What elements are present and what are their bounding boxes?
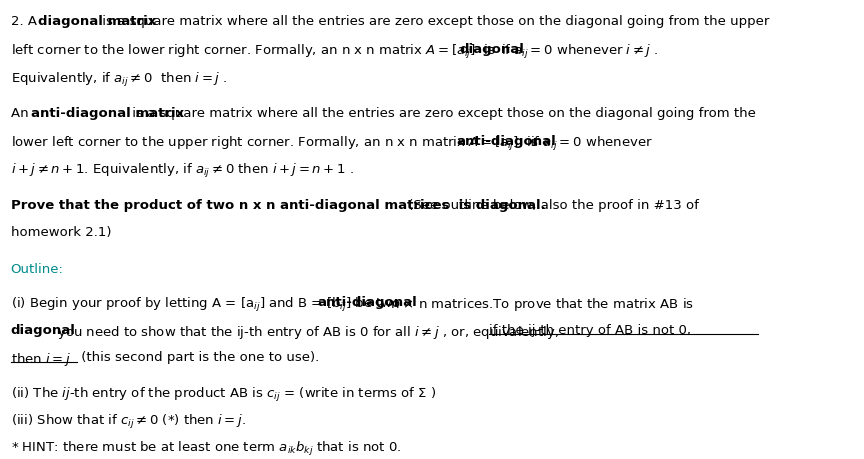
Text: anti-diagonal: anti-diagonal bbox=[317, 296, 416, 309]
Text: if the ij-th entry of AB is not 0,: if the ij-th entry of AB is not 0, bbox=[488, 324, 690, 337]
Text: if $a_{ij} = 0$ whenever $i \neq j$ .: if $a_{ij} = 0$ whenever $i \neq j$ . bbox=[497, 43, 658, 61]
Text: (See outline below, also the proof in #13 of: (See outline below, also the proof in #1… bbox=[404, 199, 699, 212]
Text: n $\times$ n matrices.To prove that the matrix AB is: n $\times$ n matrices.To prove that the … bbox=[386, 296, 694, 313]
Text: homework 2.1): homework 2.1) bbox=[10, 226, 111, 240]
Text: (this second part is the one to use).: (this second part is the one to use). bbox=[78, 352, 320, 364]
Text: Prove that the product of two n x n anti-diagonal matrices  is diagonal.: Prove that the product of two n x n anti… bbox=[10, 199, 545, 212]
Text: Outline:: Outline: bbox=[10, 263, 64, 276]
Text: then $i = j$.: then $i = j$. bbox=[10, 352, 73, 369]
Text: (ii) The $ij$-th entry of the product AB is $c_{ij}$ = (write in terms of $\Sigm: (ii) The $ij$-th entry of the product AB… bbox=[10, 386, 436, 404]
Text: you need to show that the ij-th entry of AB is 0 for all $i \neq j$ , or, equiva: you need to show that the ij-th entry of… bbox=[53, 324, 560, 341]
Text: An: An bbox=[10, 107, 33, 120]
Text: lower left corner to the upper right corner. Formally, an n x n matrix $A = [a_{: lower left corner to the upper right cor… bbox=[10, 134, 539, 153]
Text: diagonal matrix: diagonal matrix bbox=[38, 15, 156, 28]
Text: anti-diagonal matrix: anti-diagonal matrix bbox=[31, 107, 184, 120]
Text: is a square matrix where all the entries are zero except those on the diagonal g: is a square matrix where all the entries… bbox=[128, 107, 756, 120]
Text: anti-diagonal: anti-diagonal bbox=[457, 134, 556, 148]
Text: diagonal: diagonal bbox=[10, 324, 75, 337]
Text: 2. A: 2. A bbox=[10, 15, 41, 28]
Text: (iii) Show that if $c_{ij} \neq 0$ (*) then $i = j$.: (iii) Show that if $c_{ij} \neq 0$ (*) t… bbox=[10, 414, 245, 431]
Text: if $a_{ij} = 0$ whenever: if $a_{ij} = 0$ whenever bbox=[526, 134, 652, 153]
Text: is a square matrix where all the entries are zero except those on the diagonal g: is a square matrix where all the entries… bbox=[98, 15, 770, 28]
Text: (i) Begin your proof by letting A = [a$_{ij}$] and B = [b$_{ij}$] be two: (i) Begin your proof by letting A = [a$_… bbox=[10, 296, 402, 314]
Text: diagonal: diagonal bbox=[459, 43, 524, 56]
Text: * HINT: there must be at least one term $a_{ik}b_{kj}$ that is not 0.: * HINT: there must be at least one term … bbox=[10, 440, 401, 459]
Text: left corner to the lower right corner. Formally, an n x n matrix $A = [a_{ij}]$ : left corner to the lower right corner. F… bbox=[10, 43, 496, 61]
Text: Equivalently, if $a_{ij} \neq 0$  then $i = j$ .: Equivalently, if $a_{ij} \neq 0$ then $i… bbox=[10, 71, 227, 89]
Text: $i + j \neq n + 1$. Equivalently, if $a_{ij} \neq 0$ then $i + j = n + 1$ .: $i + j \neq n + 1$. Equivalently, if $a_… bbox=[10, 162, 353, 180]
